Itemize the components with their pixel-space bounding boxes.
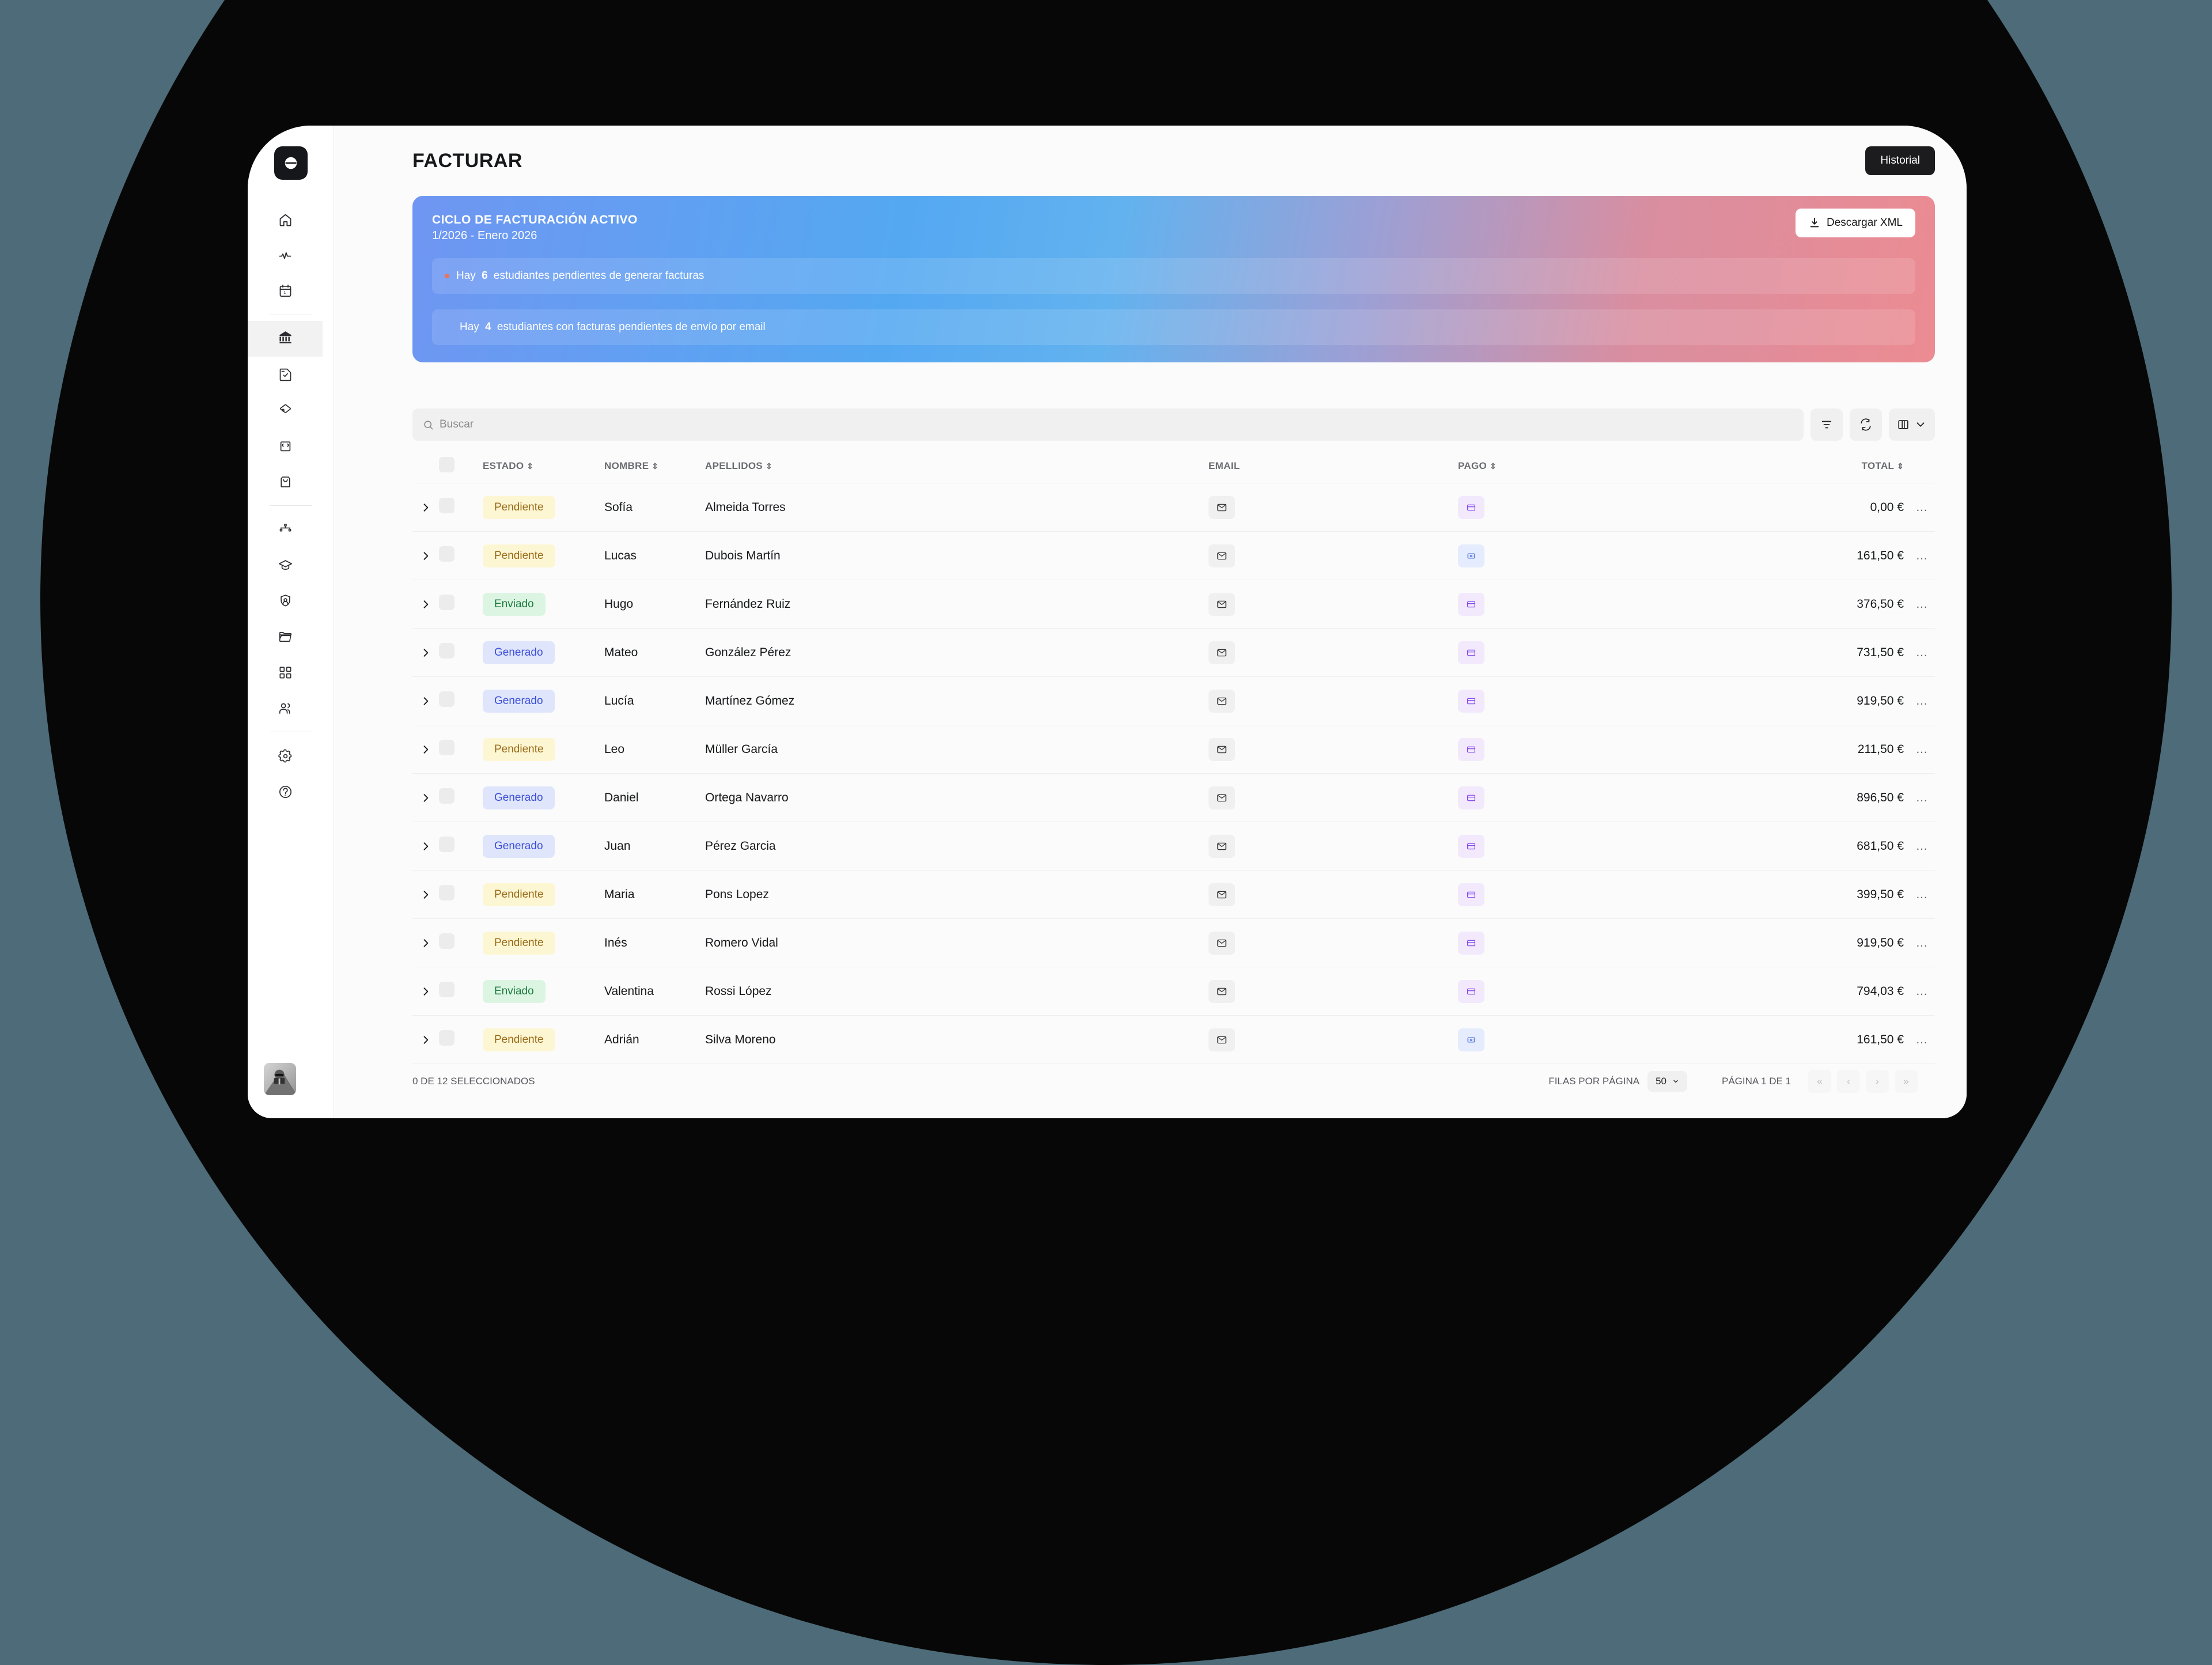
svg-text:1: 1 bbox=[283, 290, 286, 295]
